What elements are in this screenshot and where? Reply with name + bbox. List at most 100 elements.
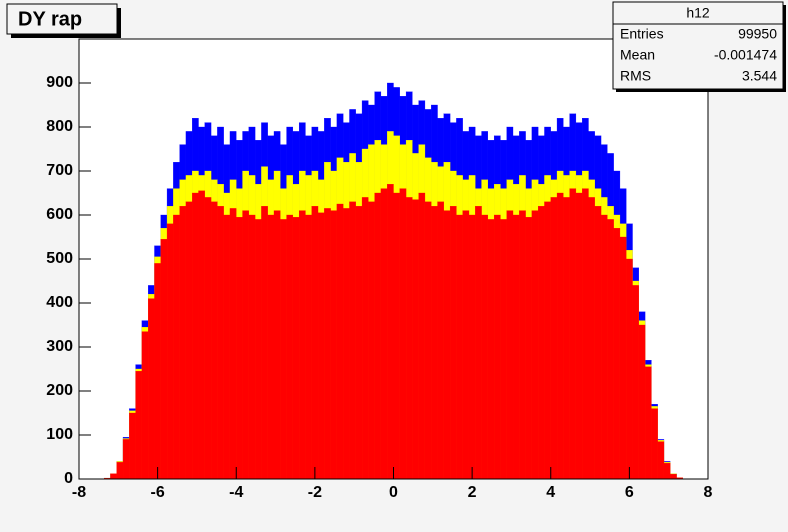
bar bbox=[657, 441, 665, 480]
bar bbox=[613, 228, 621, 480]
bar bbox=[418, 192, 426, 480]
bar bbox=[122, 439, 130, 480]
y-tick-label: 900 bbox=[46, 74, 73, 91]
bar bbox=[217, 206, 224, 480]
bars bbox=[104, 82, 683, 480]
y-tick-label: 500 bbox=[46, 250, 73, 267]
y-tick-label: 800 bbox=[46, 118, 73, 135]
bar bbox=[424, 201, 432, 480]
x-tick-label: -8 bbox=[72, 484, 86, 501]
x-tick-label: 4 bbox=[546, 484, 555, 501]
bar bbox=[267, 214, 275, 480]
bar bbox=[456, 214, 463, 480]
bar bbox=[538, 206, 545, 480]
bar bbox=[236, 217, 243, 480]
bar bbox=[550, 197, 558, 480]
bar bbox=[223, 214, 231, 480]
bar bbox=[229, 208, 237, 480]
bar bbox=[644, 366, 652, 480]
bar bbox=[500, 219, 507, 480]
bar bbox=[569, 188, 577, 480]
bar bbox=[380, 188, 388, 480]
bar bbox=[387, 184, 394, 480]
bar bbox=[185, 201, 193, 480]
bar bbox=[361, 197, 369, 480]
bar bbox=[670, 474, 677, 480]
bar bbox=[626, 258, 633, 480]
bar bbox=[179, 206, 187, 480]
bar bbox=[493, 214, 501, 480]
bar bbox=[305, 214, 312, 480]
bar bbox=[588, 197, 595, 480]
bar bbox=[330, 210, 338, 480]
x-tick-label: 0 bbox=[389, 484, 398, 501]
bar bbox=[544, 201, 551, 480]
bar bbox=[204, 197, 212, 480]
bar bbox=[248, 214, 256, 480]
bar bbox=[254, 219, 262, 480]
bar bbox=[468, 214, 476, 480]
x-tick-label: -2 bbox=[308, 484, 322, 501]
bar bbox=[192, 192, 199, 480]
stats-title: h12 bbox=[686, 5, 710, 21]
bar bbox=[173, 214, 180, 480]
stats-value: 3.544 bbox=[742, 68, 777, 84]
bar bbox=[475, 206, 482, 480]
bar bbox=[242, 210, 249, 480]
bar bbox=[148, 298, 155, 480]
bar bbox=[210, 201, 218, 480]
y-tick-label: 100 bbox=[46, 426, 73, 443]
y-tick-label: 300 bbox=[46, 338, 73, 355]
bar bbox=[317, 212, 325, 480]
bar bbox=[280, 219, 287, 480]
x-tick-label: 8 bbox=[704, 484, 713, 501]
bar bbox=[443, 210, 451, 480]
bar bbox=[336, 203, 344, 480]
chart-title: DY rap bbox=[18, 8, 82, 30]
bar bbox=[619, 236, 627, 480]
y-tick-label: 700 bbox=[46, 162, 73, 179]
bar bbox=[519, 210, 526, 480]
y-tick-label: 600 bbox=[46, 206, 73, 223]
stats-label: Entries bbox=[620, 26, 664, 42]
bar bbox=[393, 192, 400, 480]
bar bbox=[261, 206, 268, 480]
stats-value: 99950 bbox=[738, 26, 777, 42]
bar bbox=[575, 192, 583, 480]
bar bbox=[135, 371, 143, 480]
stats-label: RMS bbox=[620, 68, 651, 84]
bar bbox=[368, 201, 375, 480]
x-tick-label: 6 bbox=[625, 484, 634, 501]
bar bbox=[582, 188, 589, 480]
stats-value: -0.001474 bbox=[714, 47, 777, 63]
stats-rows: Entries 99950 Mean -0.001474 RMS 3.544 bbox=[620, 26, 777, 84]
bar bbox=[600, 214, 608, 480]
stats-box bbox=[612, 1, 784, 90]
bar bbox=[412, 199, 419, 480]
bar bbox=[110, 473, 117, 480]
bar bbox=[556, 192, 564, 480]
bar bbox=[632, 285, 639, 480]
title-box bbox=[6, 3, 118, 35]
bar bbox=[129, 412, 136, 480]
axes: 0 100 200 300 400 500 600 700 800 900 -8 -6 -4 -2 0 2 4 6… bbox=[46, 74, 712, 501]
bar bbox=[349, 201, 356, 480]
bar bbox=[166, 223, 174, 480]
bar bbox=[437, 201, 444, 480]
bar bbox=[154, 263, 161, 480]
bar bbox=[506, 210, 514, 480]
bar bbox=[311, 206, 319, 480]
bar bbox=[594, 206, 602, 480]
bar bbox=[462, 210, 470, 480]
bar bbox=[374, 192, 382, 480]
bar bbox=[563, 197, 570, 480]
y-tick-label: 0 bbox=[64, 470, 73, 487]
bar bbox=[160, 239, 168, 480]
y-tick-label: 400 bbox=[46, 294, 73, 311]
bar bbox=[531, 210, 539, 480]
x-tick-label: -4 bbox=[229, 484, 243, 501]
bar bbox=[116, 462, 124, 480]
bar bbox=[431, 206, 438, 480]
bar bbox=[355, 206, 363, 480]
